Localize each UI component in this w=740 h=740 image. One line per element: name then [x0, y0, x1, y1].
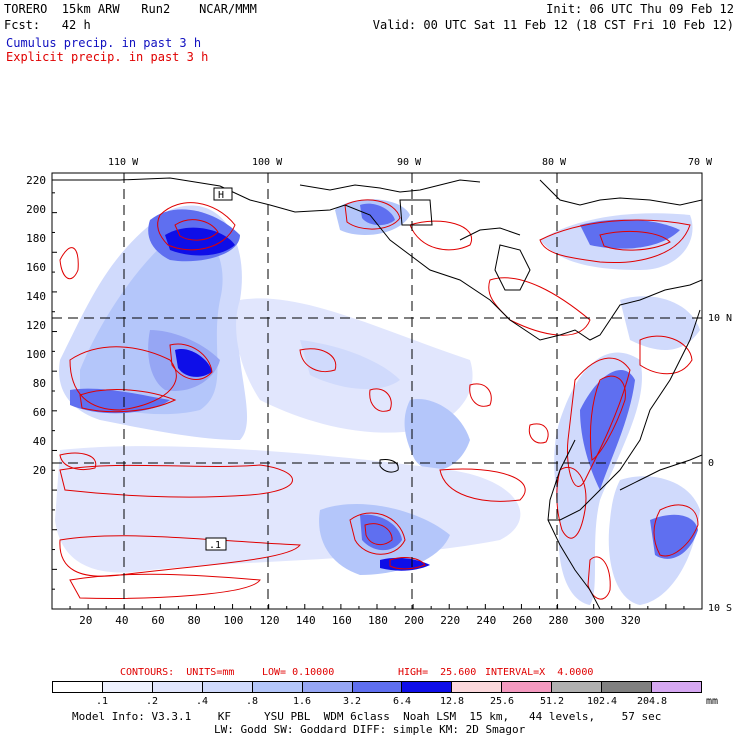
bottom-tick-label: 320	[620, 614, 641, 627]
contour-interval: INTERVAL=X 4.0000	[485, 667, 594, 678]
legend-swatch	[202, 682, 253, 692]
left-tick-label: 220	[26, 174, 46, 187]
physics-info: LW: Godd SW: Goddard DIFF: simple KM: 2D…	[214, 723, 526, 736]
forecast-hour: Fcst: 42 h	[4, 18, 91, 32]
legend-level-label: 102.4	[586, 696, 618, 707]
contour-units: CONTOURS: UNITS=mm	[120, 667, 235, 678]
field-cumulus-label: Cumulus precip. in past 3 h	[6, 36, 202, 50]
legend-level-label: 1.6	[292, 696, 312, 707]
legend-swatch	[152, 682, 203, 692]
lat-label-10s: 10 S	[708, 603, 733, 614]
legend-unit: mm	[706, 696, 719, 707]
legend-level-label: 3.2	[342, 696, 362, 707]
bottom-tick-label: 200	[404, 614, 424, 627]
lon-label-80w: 80 W	[542, 157, 567, 168]
color-legend-bar	[52, 681, 702, 693]
valid-time: Valid: 00 UTC Sat 11 Feb 12 (18 CST Fri …	[372, 18, 734, 32]
legend-swatch	[352, 682, 403, 692]
legend-swatch	[502, 682, 553, 692]
lat-label-10n: 10 N	[708, 313, 733, 324]
bottom-tick-label: 60	[151, 614, 165, 627]
legend-level-label: 6.4	[392, 696, 412, 707]
bottom-tick-label: 80	[187, 614, 201, 627]
lon-label-110w: 110 W	[108, 157, 139, 168]
legend-level-label: .1	[95, 696, 109, 707]
axis-ticks	[52, 192, 685, 609]
legend-level-label: 12.8	[439, 696, 465, 707]
legend-level-label: .4	[195, 696, 209, 707]
left-tick-label: 80	[32, 377, 46, 390]
legend-level-label: 204.8	[636, 696, 668, 707]
latlon-grid	[52, 173, 702, 609]
legend-swatch	[552, 682, 603, 692]
bottom-tick-label: 300	[584, 614, 605, 627]
legend-swatch	[252, 682, 303, 692]
explicit-precip-contours	[59, 199, 699, 600]
contour-low: LOW= 0.10000	[262, 667, 335, 678]
legend-swatch	[402, 682, 453, 692]
bottom-tick-label: 260	[512, 614, 533, 627]
contour-high: HIGH= 25.600	[398, 667, 477, 678]
left-tick-label: 20	[32, 464, 46, 477]
bottom-tick-label: 220	[440, 614, 461, 627]
bottom-tick-label: 20	[79, 614, 93, 627]
bottom-tick-label: 180	[368, 614, 388, 627]
cumulus-precip-field	[55, 199, 700, 605]
field-explicit-label: Explicit precip. in past 3 h	[6, 50, 209, 64]
legend-swatch	[53, 682, 103, 692]
box-marker: .1	[209, 540, 221, 551]
legend-swatch	[102, 682, 153, 692]
coastlines	[52, 177, 702, 609]
legend-swatch	[302, 682, 353, 692]
legend-swatch	[452, 682, 503, 692]
lat-label-0: 0	[708, 458, 715, 469]
bottom-tick-label: 120	[259, 614, 280, 627]
left-tick-label: 160	[26, 261, 46, 274]
bottom-tick-label: 240	[476, 614, 497, 627]
legend-level-label: .8	[245, 696, 259, 707]
left-tick-label: 40	[32, 435, 46, 448]
left-tick-label: 100	[26, 348, 46, 361]
bottom-tick-label: 160	[331, 614, 352, 627]
lon-label-90w: 90 W	[397, 157, 422, 168]
left-tick-label: 60	[32, 406, 46, 419]
legend-level-label: 51.2	[539, 696, 565, 707]
model-title: TORERO 15km ARW Run2 NCAR/MMM	[4, 2, 257, 16]
init-time: Init: 06 UTC Thu 09 Feb 12	[546, 2, 734, 16]
legend-swatch	[602, 682, 653, 692]
left-tick-label: 200	[26, 203, 46, 216]
bottom-tick-label: 100	[223, 614, 244, 627]
lon-label-100w: 100 W	[252, 157, 283, 168]
map-annotations: H .1	[205, 187, 233, 551]
left-tick-label: 140	[26, 290, 46, 303]
bottom-tick-label: 140	[295, 614, 316, 627]
legend-level-label: .2	[145, 696, 159, 707]
bottom-tick-label: 280	[548, 614, 569, 627]
legend-level-label: 25.6	[489, 696, 515, 707]
legend-swatch	[652, 682, 701, 692]
left-tick-label: 180	[26, 232, 46, 245]
model-info: Model Info: V3.3.1 KF YSU PBL WDM 6class…	[72, 710, 662, 723]
high-marker: H	[218, 190, 224, 201]
lon-label-70w: 70 W	[688, 157, 713, 168]
left-tick-label: 120	[26, 319, 46, 332]
bottom-tick-label: 40	[115, 614, 129, 627]
